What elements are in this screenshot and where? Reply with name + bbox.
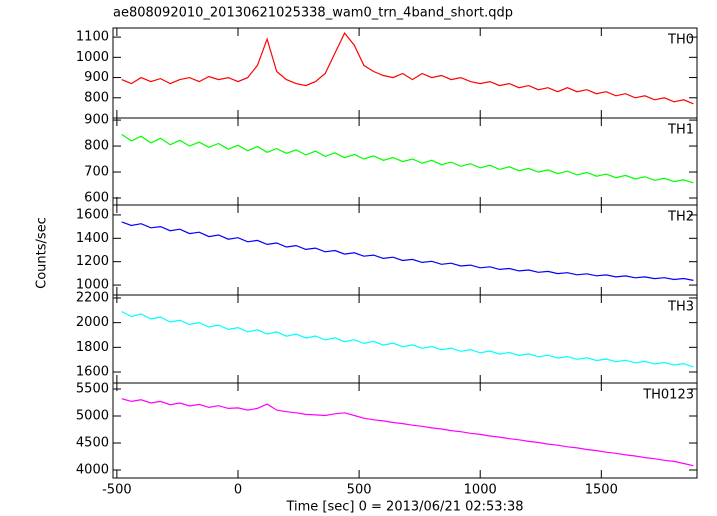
- y-tick-label: 5500: [76, 381, 109, 396]
- light-curve: [121, 398, 694, 467]
- x-tick-label: 0: [234, 483, 242, 498]
- y-tick-label: 700: [84, 165, 109, 180]
- x-axis-label: Time [sec] 0 = 2013/06/21 02:53:38: [285, 500, 523, 515]
- panel-frame: [112, 27, 698, 119]
- panel-label: TH0: [667, 33, 694, 48]
- x-tick-label: 1000: [464, 483, 497, 498]
- y-tick-label: 1100: [76, 30, 109, 45]
- panel-label: TH0123: [642, 388, 694, 403]
- x-tick-label: 500: [347, 483, 372, 498]
- panel-frame: [112, 204, 698, 296]
- x-tick-label: -500: [102, 483, 132, 498]
- y-tick-label: 900: [84, 113, 109, 128]
- y-tick-label: 1600: [76, 207, 109, 222]
- y-tick-label: 1600: [76, 365, 109, 380]
- y-tick-label: 600: [84, 190, 109, 205]
- y-tick-label: 2200: [76, 290, 109, 305]
- panel-frame: [112, 294, 698, 384]
- panel-frame: [112, 382, 698, 479]
- y-tick-label: 1800: [76, 340, 109, 355]
- chart-title: ae808092010_20130621025338_wam0_trn_4ban…: [113, 6, 513, 21]
- y-tick-label: 4000: [76, 463, 109, 478]
- light-curve: [121, 133, 694, 184]
- panel-label: TH2: [667, 210, 694, 225]
- y-tick-label: 1000: [76, 50, 109, 65]
- y-tick-label: 800: [84, 139, 109, 154]
- y-tick-label: 1200: [76, 254, 109, 269]
- x-tick-label: 1500: [585, 483, 618, 498]
- y-tick-label: 900: [84, 70, 109, 85]
- y-tick-label: 2000: [76, 315, 109, 330]
- light-curve: [121, 221, 694, 281]
- y-tick-label: 1000: [76, 278, 109, 293]
- y-tick-label: 5000: [76, 408, 109, 423]
- light-curve: [121, 310, 694, 368]
- y-tick-label: 800: [84, 90, 109, 105]
- y-tick-label: 4500: [76, 436, 109, 451]
- panel-label: TH3: [667, 300, 694, 315]
- y-axis-label: Counts/sec: [35, 217, 50, 289]
- light-curve: [121, 31, 694, 105]
- panel-label: TH1: [667, 123, 694, 138]
- y-tick-label: 1400: [76, 231, 109, 246]
